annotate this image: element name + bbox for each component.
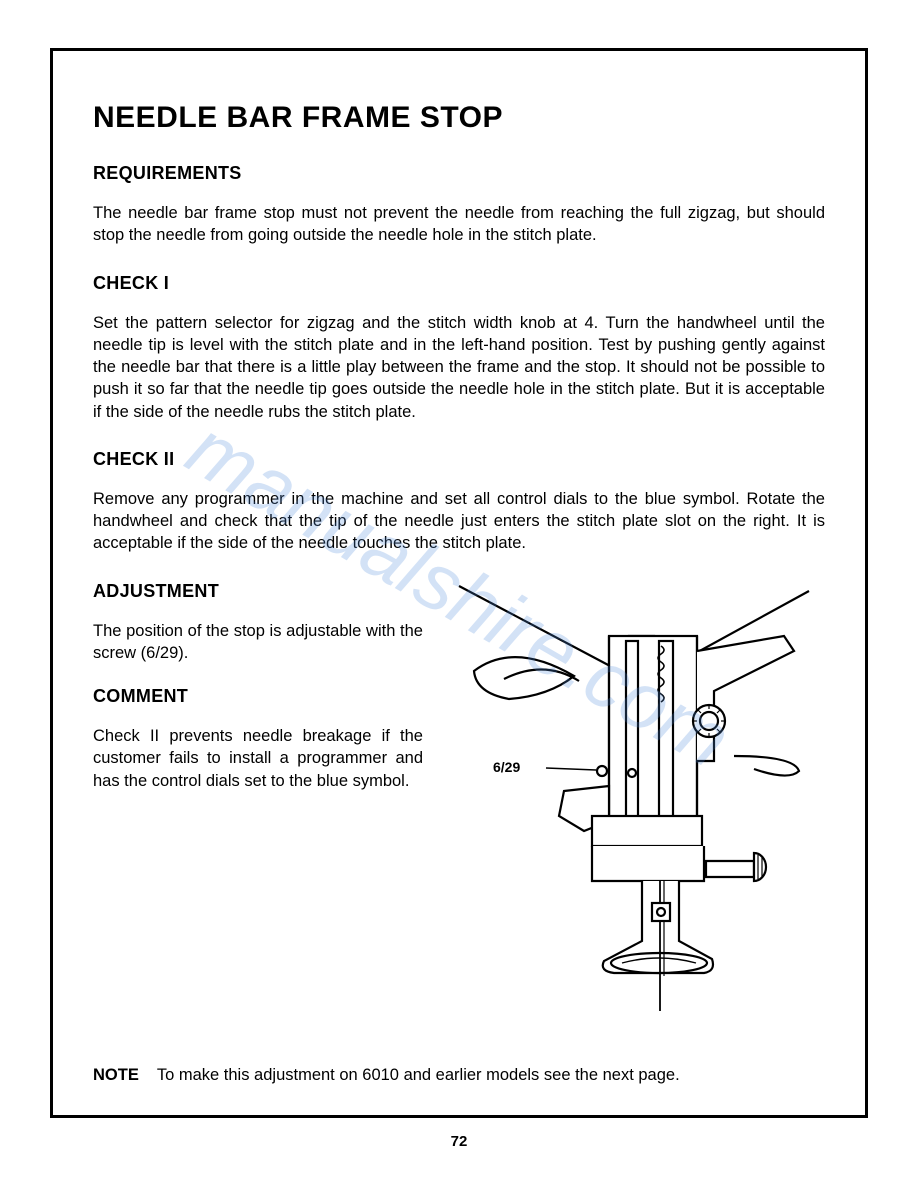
para-comment: Check II prevents needle breakage if the…: [93, 725, 423, 792]
page-title: NEEDLE BAR FRAME STOP: [93, 101, 825, 135]
heading-requirements: REQUIREMENTS: [93, 163, 825, 184]
page-number: 72: [0, 1133, 918, 1150]
two-column-region: ADJUSTMENT The position of the stop is a…: [93, 581, 825, 1046]
diagram-callout-label: 6/29: [493, 759, 520, 775]
para-requirements: The needle bar frame stop must not preve…: [93, 202, 825, 247]
heading-comment: COMMENT: [93, 686, 423, 707]
heading-check2: CHECK II: [93, 449, 825, 470]
needle-bar-diagram: [443, 581, 825, 1041]
page-frame: NEEDLE BAR FRAME STOP REQUIREMENTS The n…: [50, 48, 868, 1118]
left-column: ADJUSTMENT The position of the stop is a…: [93, 581, 423, 1046]
para-check2: Remove any programmer in the machine and…: [93, 488, 825, 555]
para-check1: Set the pattern selector for zigzag and …: [93, 312, 825, 423]
note-label: NOTE: [93, 1066, 139, 1084]
note-body: To make this adjustment on 6010 and earl…: [157, 1066, 680, 1084]
heading-adjustment: ADJUSTMENT: [93, 581, 423, 602]
right-column: 6/29: [443, 581, 825, 1046]
note-row: NOTE To make this adjustment on 6010 and …: [93, 1066, 825, 1085]
heading-check1: CHECK I: [93, 273, 825, 294]
para-adjustment: The position of the stop is adjustable w…: [93, 620, 423, 665]
